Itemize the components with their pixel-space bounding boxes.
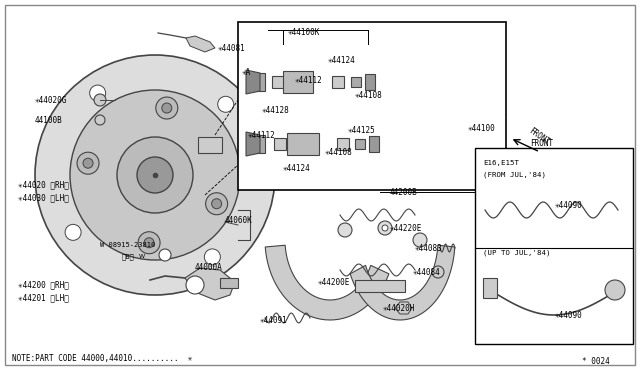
Polygon shape <box>246 132 260 156</box>
Text: ✳44124: ✳44124 <box>328 55 356 64</box>
Circle shape <box>90 85 106 101</box>
Bar <box>332 76 344 88</box>
Polygon shape <box>185 268 235 300</box>
Text: ✳44020H: ✳44020H <box>383 304 415 312</box>
Bar <box>355 280 405 292</box>
Bar <box>365 74 375 90</box>
Polygon shape <box>186 36 215 52</box>
Text: FRONT: FRONT <box>530 138 553 148</box>
Circle shape <box>156 97 178 119</box>
Text: ✳44081: ✳44081 <box>218 44 246 52</box>
Circle shape <box>212 199 221 209</box>
Text: 44200B: 44200B <box>390 187 418 196</box>
Circle shape <box>378 221 392 235</box>
Text: ✳44084: ✳44084 <box>413 267 441 276</box>
Text: ✳44220E: ✳44220E <box>390 224 422 232</box>
Text: W: W <box>139 254 145 260</box>
Circle shape <box>605 280 625 300</box>
Circle shape <box>77 152 99 174</box>
Polygon shape <box>395 302 412 314</box>
Bar <box>287 133 319 155</box>
Bar <box>272 76 284 88</box>
Bar <box>475 148 633 344</box>
Text: W 08915-23810: W 08915-23810 <box>100 242 156 248</box>
Text: E16,E15T: E16,E15T <box>483 160 519 166</box>
Text: ✳44128: ✳44128 <box>262 106 290 115</box>
Circle shape <box>432 266 444 278</box>
Text: ✳44112: ✳44112 <box>295 76 323 84</box>
Bar <box>483 278 497 298</box>
Text: * 0024: * 0024 <box>582 357 610 366</box>
Text: ✳A: ✳A <box>242 67 252 77</box>
Circle shape <box>65 224 81 240</box>
Bar <box>355 139 365 149</box>
Circle shape <box>95 115 105 125</box>
Bar <box>220 278 238 288</box>
Text: 44060K: 44060K <box>225 215 253 224</box>
Polygon shape <box>265 245 389 320</box>
Text: ✳44083: ✳44083 <box>415 244 443 253</box>
Bar <box>255 73 265 91</box>
Text: 〈B〉: 〈B〉 <box>122 254 135 260</box>
Text: 44000A: 44000A <box>195 263 223 273</box>
Circle shape <box>204 249 220 265</box>
Text: ✳44112: ✳44112 <box>248 131 276 140</box>
Text: 44100B: 44100B <box>35 115 63 125</box>
Text: ✳44108: ✳44108 <box>325 148 353 157</box>
Text: ✳44201 〈LH〉: ✳44201 〈LH〉 <box>18 294 69 302</box>
Text: (UP TO JUL,'84): (UP TO JUL,'84) <box>483 250 550 256</box>
Bar <box>198 137 222 153</box>
Circle shape <box>413 233 427 247</box>
Circle shape <box>137 157 173 193</box>
Text: ✳44108: ✳44108 <box>355 90 383 99</box>
Circle shape <box>70 90 240 260</box>
Circle shape <box>117 137 193 213</box>
Text: ✳44100: ✳44100 <box>468 124 496 132</box>
Circle shape <box>83 158 93 168</box>
Text: ✳44200 〈RH〉: ✳44200 〈RH〉 <box>18 280 69 289</box>
Text: ✳44200E: ✳44200E <box>318 278 350 286</box>
Bar <box>351 77 361 87</box>
Polygon shape <box>246 70 260 94</box>
Bar <box>274 138 286 150</box>
Text: ✳44090: ✳44090 <box>555 201 583 209</box>
Text: ✳44125: ✳44125 <box>348 125 376 135</box>
Bar <box>238 22 506 190</box>
Bar <box>255 135 265 153</box>
Circle shape <box>144 238 154 248</box>
Circle shape <box>382 225 388 231</box>
Circle shape <box>218 96 234 112</box>
Circle shape <box>186 276 204 294</box>
Circle shape <box>94 94 106 106</box>
Bar <box>283 71 313 93</box>
Bar <box>369 136 379 152</box>
Circle shape <box>138 232 160 254</box>
Circle shape <box>338 223 352 237</box>
Text: ✳44091: ✳44091 <box>260 315 288 324</box>
Circle shape <box>35 55 275 295</box>
Text: NOTE:PART CODE 44000,44010..........  ✳: NOTE:PART CODE 44000,44010.......... ✳ <box>12 353 193 362</box>
Text: ✳44100K: ✳44100K <box>288 28 321 36</box>
Polygon shape <box>350 245 455 320</box>
Circle shape <box>205 193 228 215</box>
Bar <box>337 138 349 150</box>
Text: ✳44090: ✳44090 <box>555 311 583 320</box>
Text: ✳44030 〈LH〉: ✳44030 〈LH〉 <box>18 193 69 202</box>
Text: ✳44124: ✳44124 <box>283 164 311 173</box>
Circle shape <box>162 103 172 113</box>
Text: FRONT: FRONT <box>527 127 551 147</box>
Text: ✳44020G: ✳44020G <box>35 96 67 105</box>
Circle shape <box>159 249 171 261</box>
Text: ✳44020 〈RH〉: ✳44020 〈RH〉 <box>18 180 69 189</box>
Text: (FROM JUL,'84): (FROM JUL,'84) <box>483 172 546 178</box>
